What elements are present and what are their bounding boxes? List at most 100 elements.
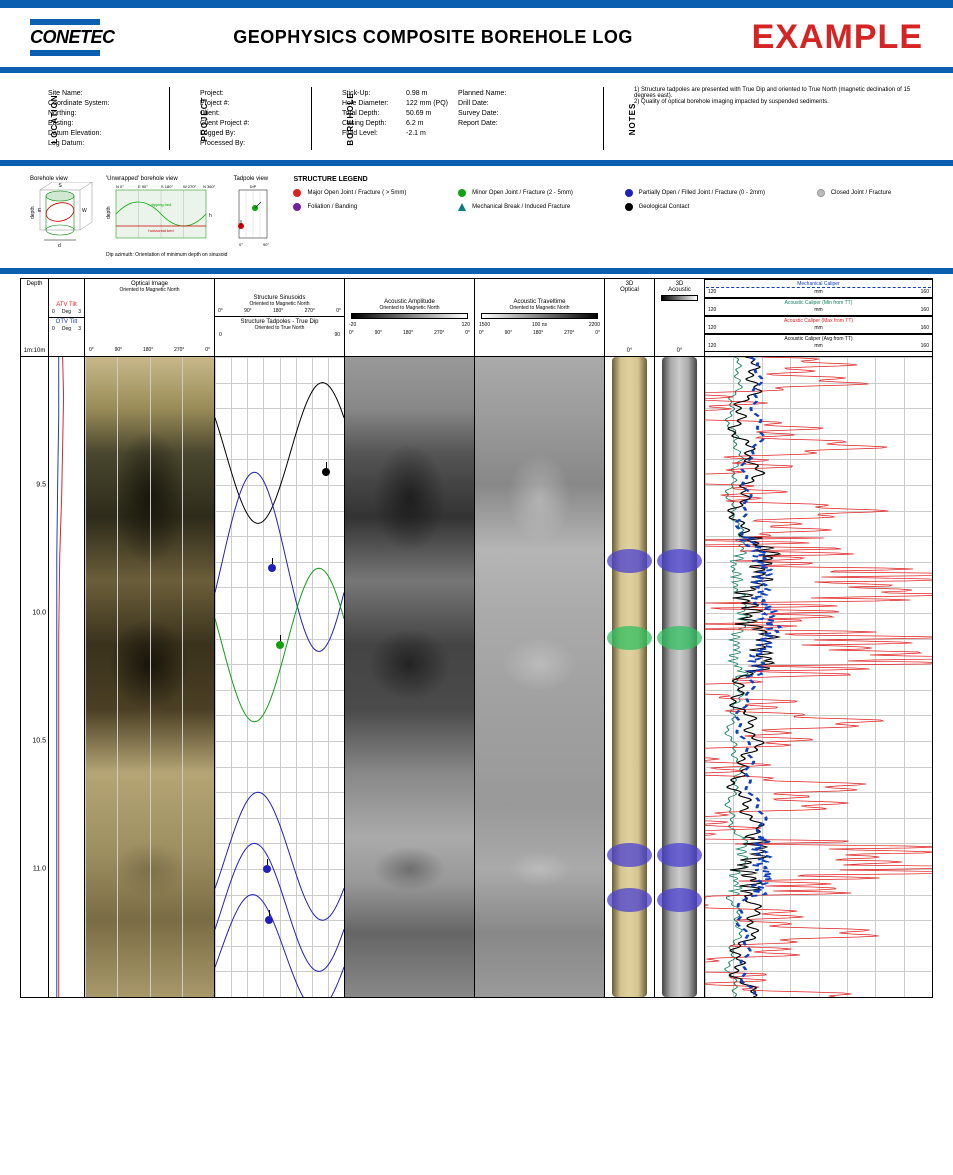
3do-head: 3D Optical 0° bbox=[605, 279, 654, 357]
structure-disc bbox=[607, 888, 651, 912]
legend-item: Major Open Joint / Fracture ( > 5mm) bbox=[293, 189, 438, 197]
legend-item: Geological Contact bbox=[625, 203, 797, 211]
notes-heading: NOTES bbox=[628, 102, 637, 135]
legend-header: STRUCTURE LEGEND bbox=[293, 176, 923, 183]
structure-disc bbox=[657, 843, 701, 867]
tadpole-view-svg: DIP 0° 90° bbox=[233, 182, 273, 252]
tadpole-marker bbox=[322, 468, 330, 476]
svg-text:S 180°: S 180° bbox=[161, 184, 173, 189]
track-3d-acoustic: 3D Acoustic 0° bbox=[655, 279, 705, 997]
tadpole-marker bbox=[268, 564, 276, 572]
tadpole-marker bbox=[276, 641, 284, 649]
svg-text:N 360°: N 360° bbox=[203, 184, 216, 189]
tadpole-marker bbox=[263, 865, 271, 873]
depth-body: 9.5 10.0 10.5 11.0 bbox=[21, 357, 48, 997]
depth-tick: 10.0 bbox=[32, 610, 46, 617]
3da-body bbox=[655, 357, 704, 997]
schematic-caption: Dip azimuth: Orientation of minimum dept… bbox=[106, 252, 227, 258]
casing-value: 6.2 m bbox=[406, 120, 424, 127]
structure-disc bbox=[607, 626, 651, 650]
3do-body bbox=[605, 357, 654, 997]
legend-text: Partially Open / Filled Joint / Fracture… bbox=[639, 190, 765, 196]
svg-text:N 0°: N 0° bbox=[116, 184, 124, 189]
legend-dot-icon bbox=[625, 189, 633, 197]
legend-triangle-icon bbox=[458, 203, 466, 211]
processed-label: Processed By: bbox=[200, 140, 260, 147]
logo-stripe-bottom bbox=[30, 50, 100, 56]
track-optical-image: Optical Image Oriented to Magnetic North… bbox=[85, 279, 215, 997]
svg-text:horizontal bed: horizontal bed bbox=[148, 228, 173, 233]
client-label: Client: bbox=[200, 110, 260, 117]
stickup-value: 0.98 m bbox=[406, 90, 427, 97]
legend-section: Borehole view SEW depth d 'Unwrapped' bo… bbox=[0, 170, 953, 268]
log-tracks: Depth 1m:10m 9.5 10.0 10.5 11.0 ATV Tilt 0D… bbox=[20, 278, 933, 998]
logo: CONETEC bbox=[30, 19, 115, 56]
legend-text: Foliation / Banding bbox=[307, 204, 357, 210]
unwrapped-view-svg: N 0°E 90°S 180°W 270°N 360° dipping bed … bbox=[106, 182, 216, 252]
caliper-head: Mechanical Caliper120mm160Acoustic Calip… bbox=[705, 279, 932, 357]
legend-item: Closed Joint / Fracture bbox=[817, 189, 923, 197]
legend-dot-icon bbox=[817, 189, 825, 197]
svg-text:d: d bbox=[58, 243, 61, 249]
track-caliper: Mechanical Caliper120mm160Acoustic Calip… bbox=[705, 279, 932, 997]
svg-text:dipping bed: dipping bed bbox=[151, 202, 172, 207]
caliper-head-row: Acoustic Caliper (Avg from TT)120mm160 bbox=[705, 334, 932, 352]
svg-text:S: S bbox=[58, 183, 62, 189]
depth-tick: 10.5 bbox=[32, 738, 46, 745]
report-label: Report Date: bbox=[458, 120, 518, 127]
tadpole-marker bbox=[265, 916, 273, 924]
tilt-head: ATV Tilt 0Deg3 OTV Tilt 0Deg3 bbox=[49, 279, 84, 357]
legend-item: Foliation / Banding bbox=[293, 203, 438, 211]
divider-bar-1 bbox=[0, 67, 953, 73]
track-3d-optical: 3D Optical 0° bbox=[605, 279, 655, 997]
track-amplitude: Acoustic Amplitude Oriented to Magnetic … bbox=[345, 279, 475, 997]
diam-value: 122 mm (PQ) bbox=[406, 100, 448, 107]
structure-disc bbox=[657, 549, 701, 573]
depth-tick: 11.0 bbox=[33, 866, 46, 873]
project-label: Project: bbox=[200, 90, 260, 97]
legend-dot-icon bbox=[625, 203, 633, 211]
meta-notes: NOTES 1) Structure tadpoles are presente… bbox=[616, 87, 923, 150]
track-tilt: ATV Tilt 0Deg3 OTV Tilt 0Deg3 bbox=[49, 279, 85, 997]
page-title: GEOPHYSICS COMPOSITE BOREHOLE LOG bbox=[135, 27, 732, 48]
svg-text:W: W bbox=[82, 208, 87, 214]
structure-disc bbox=[657, 888, 701, 912]
top-blue-bar bbox=[0, 0, 953, 8]
svg-text:depth: depth bbox=[106, 206, 112, 219]
location-heading: LOCATION bbox=[50, 94, 59, 143]
note-1: 1) Structure tadpoles are presented with… bbox=[634, 87, 915, 99]
metadata-block: LOCATION Site Name: Coordinate System: N… bbox=[0, 77, 953, 160]
borehole-view-svg: SEW depth d bbox=[30, 182, 100, 252]
depth-tick: 9.5 bbox=[36, 482, 46, 489]
track-sinusoids: Structure Sinusoids Oriented to Magnetic… bbox=[215, 279, 345, 997]
amp-head: Acoustic Amplitude Oriented to Magnetic … bbox=[345, 279, 474, 357]
traveltime-image-surface bbox=[475, 357, 604, 997]
optical-head: Optical Image Oriented to Magnetic North… bbox=[85, 279, 214, 357]
caliper-head-row: Acoustic Caliper (Min from TT)120mm160 bbox=[705, 298, 932, 316]
svg-text:0°: 0° bbox=[239, 242, 243, 247]
tadpole-view-label: Tadpole view bbox=[233, 176, 273, 182]
track-traveltime: Acoustic Traveltime Oriented to Magnetic… bbox=[475, 279, 605, 997]
caliper-head-row: Mechanical Caliper120mm160 bbox=[705, 279, 932, 298]
depth-head: Depth 1m:10m bbox=[21, 279, 48, 357]
tilt-body bbox=[49, 357, 84, 997]
tt-head: Acoustic Traveltime Oriented to Magnetic… bbox=[475, 279, 604, 357]
svg-text:90°: 90° bbox=[263, 242, 269, 247]
logo-text: CONETEC bbox=[30, 25, 115, 50]
project-heading: PROJECT bbox=[200, 96, 209, 141]
legend-text: Minor Open Joint / Fracture (2 - 5mm) bbox=[472, 190, 573, 196]
drill-label: Drill Date: bbox=[458, 100, 518, 107]
logged-label: Logged By: bbox=[200, 130, 260, 137]
structure-disc bbox=[607, 843, 651, 867]
caliper-head-row: Acoustic Caliper (Max from TT)120mm160 bbox=[705, 316, 932, 334]
header: CONETEC GEOPHYSICS COMPOSITE BOREHOLE LO… bbox=[0, 8, 953, 67]
divider-bar-2 bbox=[0, 160, 953, 166]
svg-text:E: E bbox=[38, 208, 42, 214]
structure-disc bbox=[657, 626, 701, 650]
fluid-value: -2.1 m bbox=[406, 130, 426, 137]
svg-text:DIP: DIP bbox=[250, 184, 257, 189]
survey-label: Survey Date: bbox=[458, 110, 518, 117]
structure-legend: STRUCTURE LEGEND Major Open Joint / Frac… bbox=[293, 176, 923, 211]
example-watermark: EXAMPLE bbox=[752, 18, 923, 57]
legend-item: Mechanical Break / Induced Fracture bbox=[458, 203, 605, 211]
